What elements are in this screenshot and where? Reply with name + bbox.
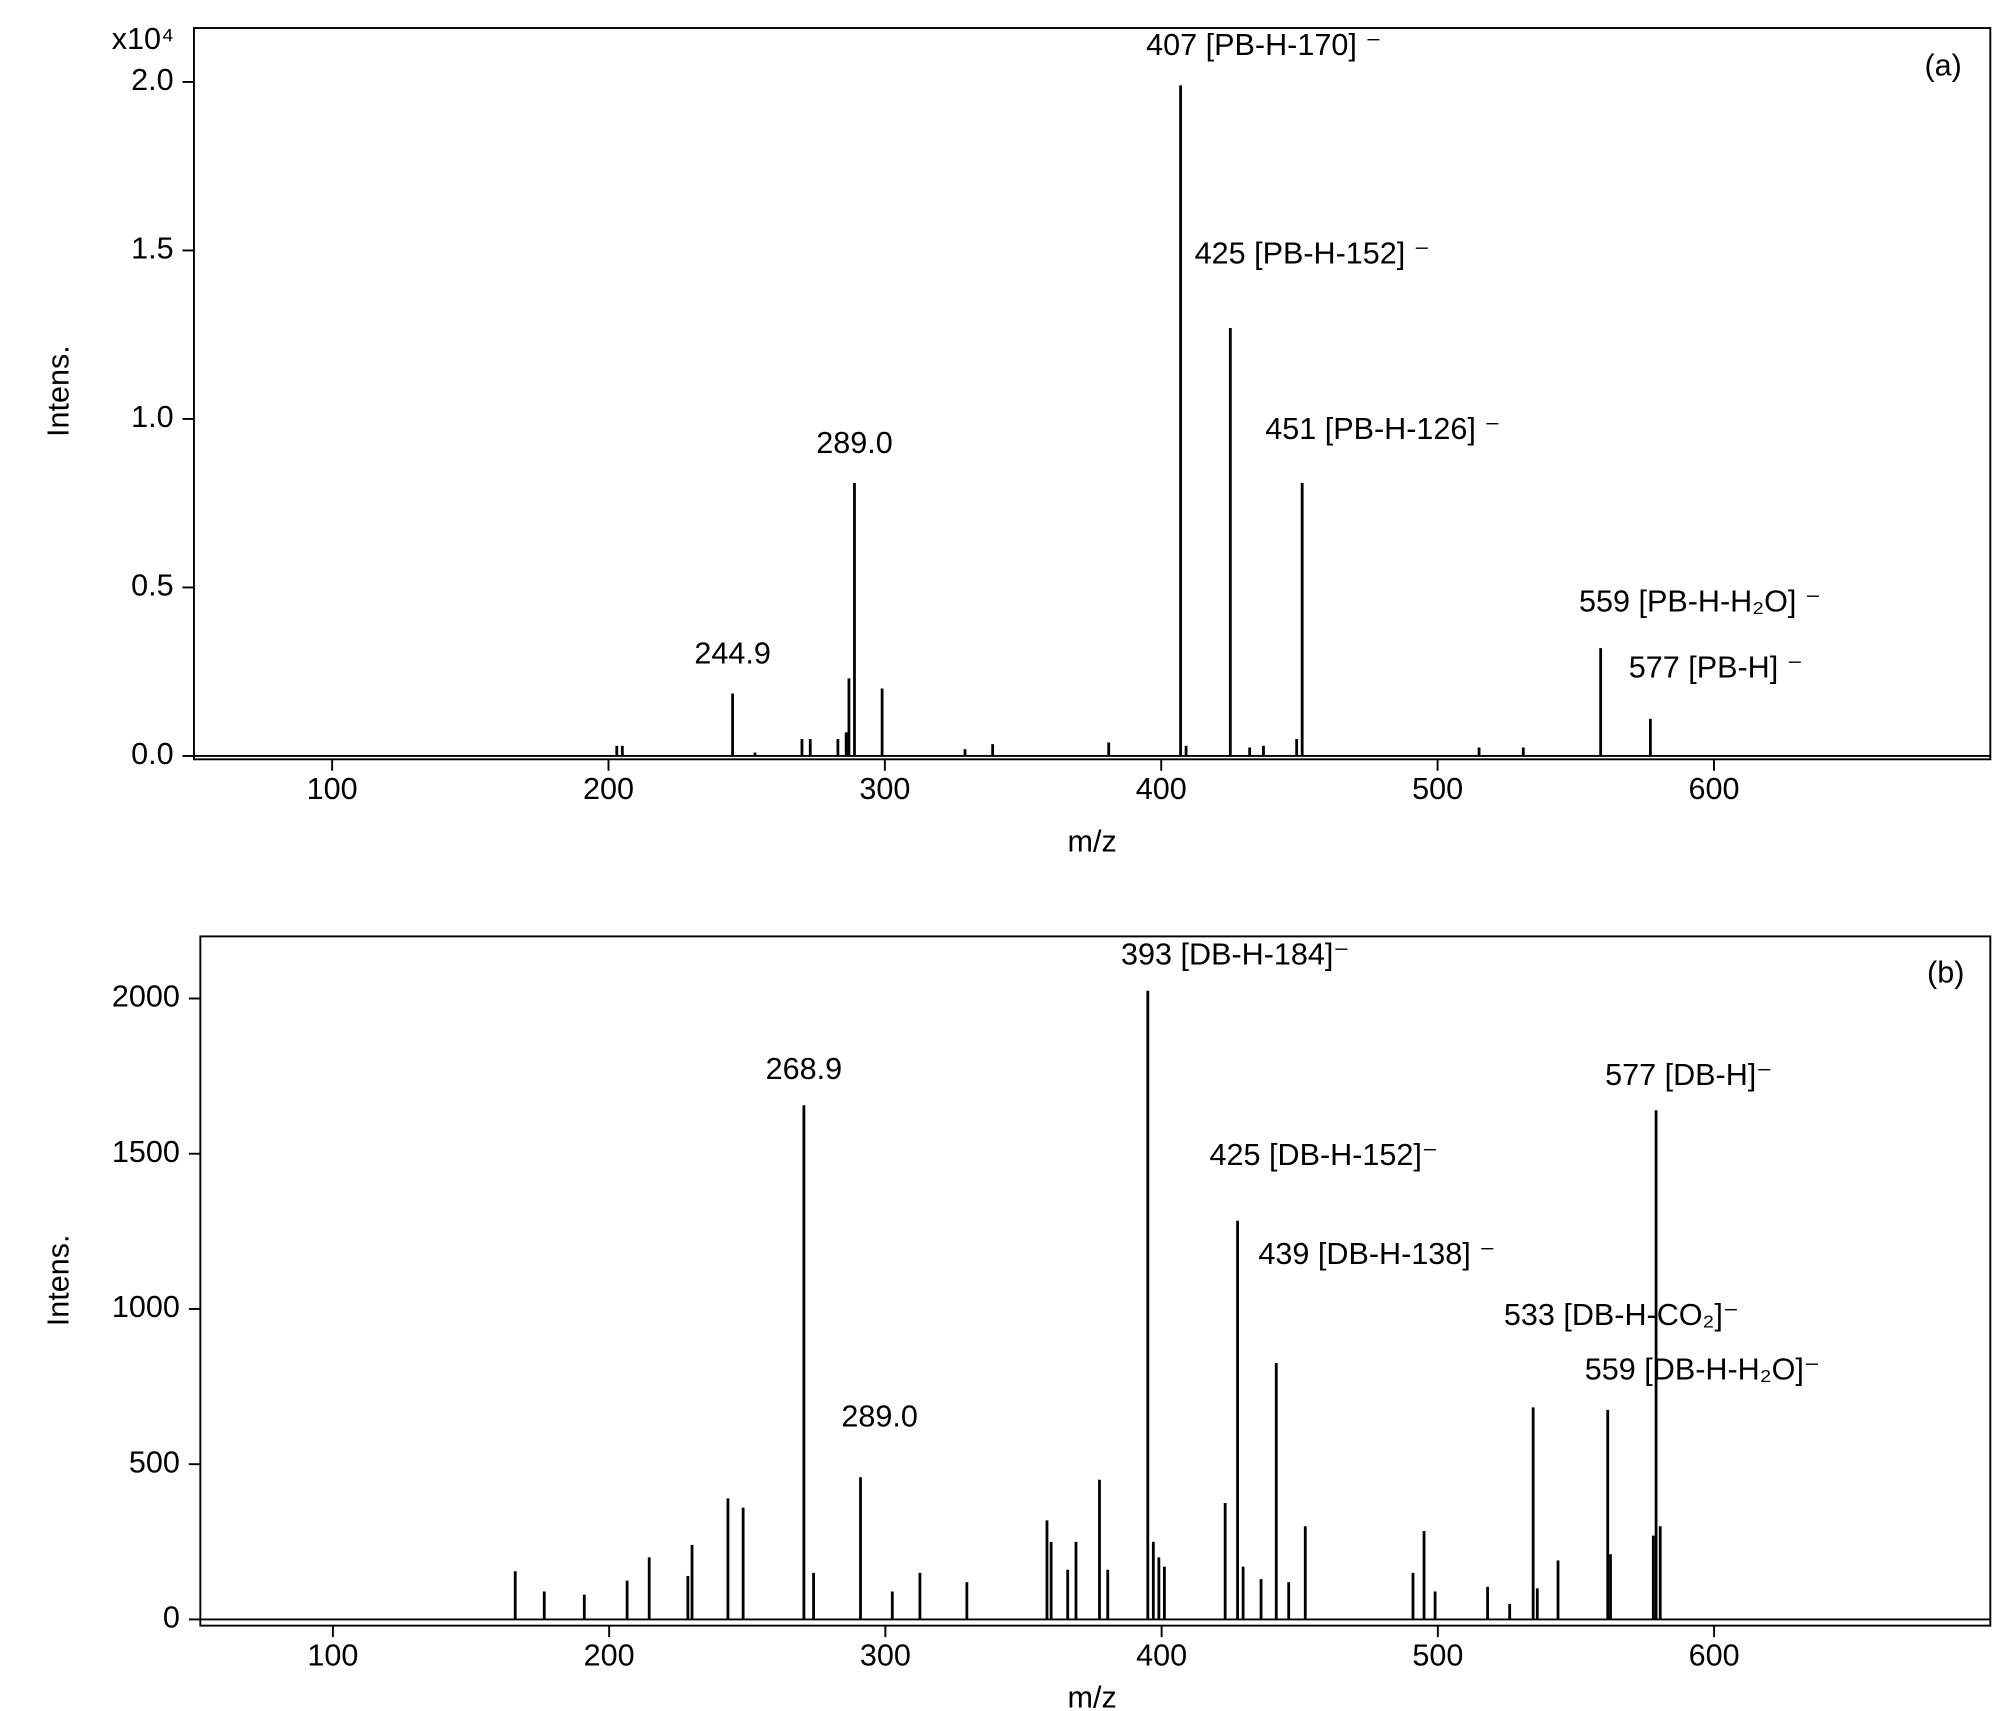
y-tick-label: 0.0 xyxy=(131,737,174,771)
x-tick-label: 500 xyxy=(1412,1639,1463,1673)
x-tick-label: 500 xyxy=(1412,772,1463,806)
peak-label: 425 [DB-H-152]⁻ xyxy=(1210,1138,1438,1172)
y-multiplier: x10⁴ xyxy=(112,22,174,56)
x-tick-label: 200 xyxy=(584,1639,635,1673)
x-axis-label: m/z xyxy=(1068,824,1117,858)
y-tick-label: 500 xyxy=(129,1445,180,1479)
x-tick-label: 300 xyxy=(859,772,910,806)
peak-label: 577 [PB-H] ⁻ xyxy=(1629,650,1803,684)
peak-label: 393 [DB-H-184]⁻ xyxy=(1121,937,1349,971)
x-tick-label: 200 xyxy=(583,772,634,806)
y-tick-label: 1.0 xyxy=(131,400,174,434)
y-tick-label: 1.5 xyxy=(131,232,174,266)
plot-frame xyxy=(199,935,1992,1627)
x-tick-label: 300 xyxy=(860,1639,911,1673)
y-tick-label: 2.0 xyxy=(131,63,174,97)
y-axis-label: Intens. xyxy=(41,345,75,437)
peak-label: 533 [DB-H-CO₂]⁻ xyxy=(1504,1298,1739,1332)
peak-label: 425 [PB-H-152] ⁻ xyxy=(1195,236,1430,270)
y-axis-label: Intens. xyxy=(41,1235,75,1327)
plot-frame xyxy=(193,27,1992,761)
y-tick-label: 1500 xyxy=(112,1135,180,1169)
peak-label: 407 [PB-H-170] ⁻ xyxy=(1146,28,1381,62)
x-tick-label: 400 xyxy=(1136,772,1187,806)
panel-label: (a) xyxy=(1925,49,1962,83)
peak-label: 268.9 xyxy=(766,1052,842,1086)
panel-label: (b) xyxy=(1927,956,1964,990)
peak-label: 439 [DB-H-138] ⁻ xyxy=(1258,1237,1495,1271)
peak-label: 559 [DB-H-H₂O]⁻ xyxy=(1585,1353,1820,1387)
x-axis-label: m/z xyxy=(1068,1681,1117,1711)
peak-label: 289.0 xyxy=(816,426,892,460)
y-tick-label: 1000 xyxy=(112,1290,180,1324)
x-tick-label: 400 xyxy=(1136,1639,1187,1673)
x-tick-label: 100 xyxy=(307,1639,358,1673)
peak-label: 451 [PB-H-126] ⁻ xyxy=(1265,412,1500,446)
x-tick-label: 600 xyxy=(1689,1639,1740,1673)
peak-label: 577 [DB-H]⁻ xyxy=(1605,1058,1772,1092)
peak-label: 289.0 xyxy=(841,1400,917,1434)
y-tick-label: 2000 xyxy=(112,980,180,1014)
x-tick-label: 100 xyxy=(307,772,358,806)
y-tick-label: 0.5 xyxy=(131,569,174,603)
peak-label: 244.9 xyxy=(694,636,770,670)
peak-label: 559 [PB-H-H₂O] ⁻ xyxy=(1579,585,1821,619)
x-tick-label: 600 xyxy=(1688,772,1739,806)
y-tick-label: 0 xyxy=(163,1601,180,1635)
